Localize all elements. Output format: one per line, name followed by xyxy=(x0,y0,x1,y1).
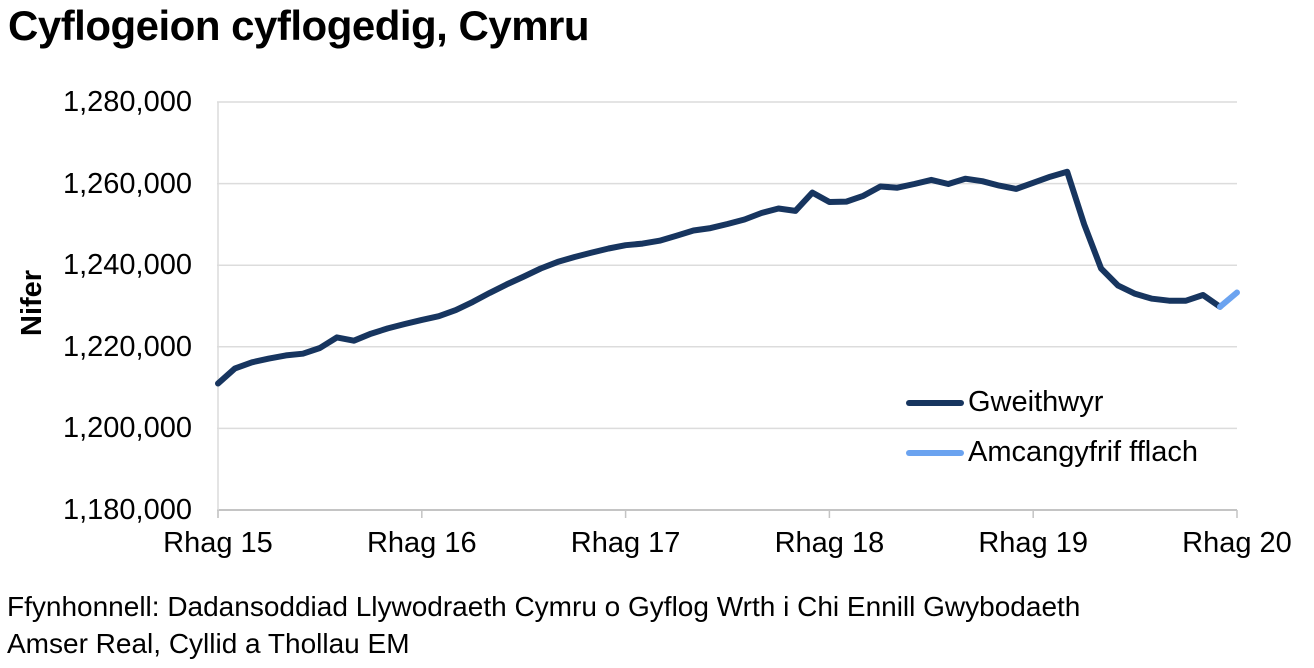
x-tick-label: Rhag 19 xyxy=(978,527,1089,559)
y-tick-label: 1,220,000 xyxy=(62,330,192,363)
legend-line-swatch xyxy=(906,449,964,456)
y-tick-label: 1,200,000 xyxy=(62,412,192,445)
legend-label: Gweithwyr xyxy=(968,386,1104,418)
series-line-amcangyfrif-fflach xyxy=(1217,289,1240,310)
x-tick-label: Rhag 16 xyxy=(366,527,477,559)
x-tick-label: Rhag 20 xyxy=(1182,527,1292,559)
y-tick-label: 1,180,000 xyxy=(62,494,192,526)
y-tick-label: 1,280,000 xyxy=(62,86,192,118)
legend: Gweithwyr Amcangyfrif fflach xyxy=(906,384,1198,471)
y-tick-label: 1,240,000 xyxy=(62,249,192,282)
x-tick-label: Rhag 15 xyxy=(163,527,273,559)
series-line-gweithwyr xyxy=(215,168,1223,387)
x-tick-label: Rhag 18 xyxy=(774,527,885,559)
legend-label: Amcangyfrif fflach xyxy=(968,436,1198,468)
source-note: Ffynhonnell: Dadansoddiad Llywodraeth Cy… xyxy=(7,588,1080,662)
legend-item: Amcangyfrif fflach xyxy=(906,434,1198,471)
source-line-1: Ffynhonnell: Dadansoddiad Llywodraeth Cy… xyxy=(7,591,1081,622)
source-line-2: Amser Real, Cyllid a Thollau EM xyxy=(7,628,410,659)
x-tick-label: Rhag 17 xyxy=(570,527,681,559)
legend-item: Gweithwyr xyxy=(906,384,1198,421)
legend-line-swatch xyxy=(906,399,964,406)
y-tick-label: 1,260,000 xyxy=(62,167,192,200)
chart-title: Cyflogeion cyflogedig, Cymru xyxy=(8,2,590,49)
